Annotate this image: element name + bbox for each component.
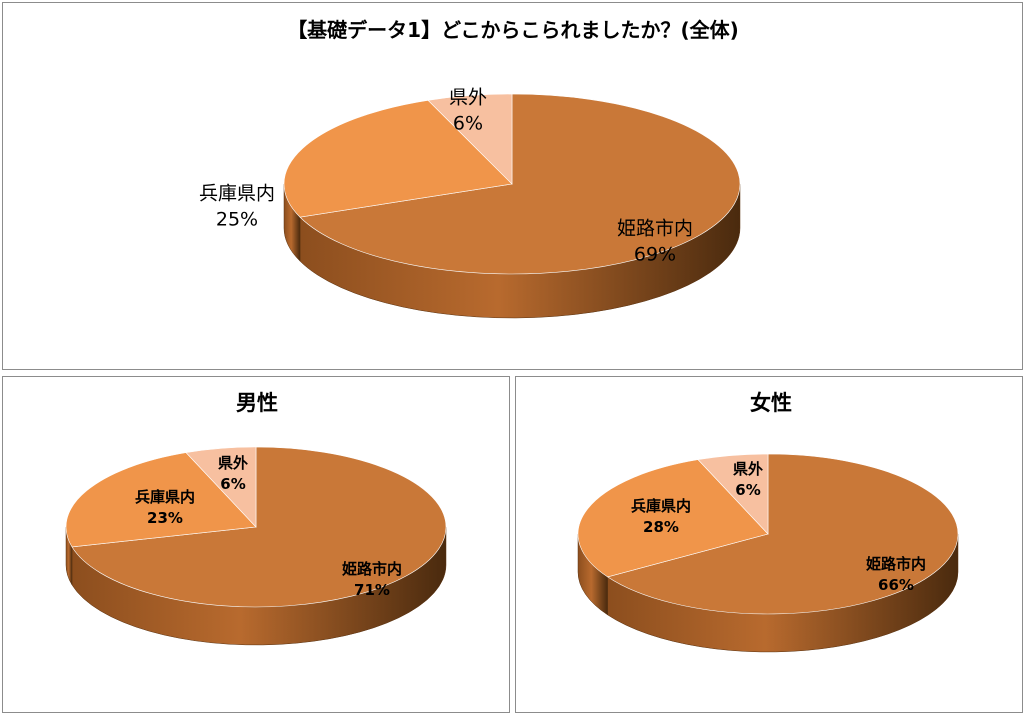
slice-label-hyogo: 兵庫県内 [631, 497, 691, 515]
slice-value-himeji: 69% [634, 244, 676, 266]
pie-chart-overall: 【基礎データ1】どこからこられましたか？(全体) 姫路市内 69% 兵庫県内 25% 県… [199, 18, 741, 319]
chart-title: 【基礎データ1】どこからこられましたか？(全体) [287, 18, 739, 42]
pie-chart-female: 女性 姫路市内 66% 兵庫県内 28% 県外 6% [577, 391, 959, 653]
pie-slice-hyogo [577, 459, 769, 578]
pie-slice-outside [427, 93, 513, 185]
pie-slice-hyogo [65, 452, 257, 548]
slice-value-outside: 6% [220, 475, 245, 493]
slice-label-himeji: 姫路市内 [617, 217, 693, 239]
pie-slice-outside [697, 453, 769, 535]
slice-value-himeji: 66% [878, 576, 914, 594]
slice-label-outside: 県外 [449, 86, 487, 108]
slice-value-himeji: 71% [354, 581, 390, 599]
slice-label-himeji: 姫路市内 [866, 555, 926, 573]
chart-title: 男性 [236, 391, 278, 415]
slice-label-himeji: 姫路市内 [342, 560, 402, 578]
slice-value-hyogo: 23% [147, 509, 183, 527]
chart-panel-female: 女性 姫路市内 66% 兵庫県内 28% 県外 6% [515, 376, 1023, 713]
pie-slice-hyogo [283, 100, 513, 218]
slice-label-hyogo: 兵庫県内 [199, 182, 275, 204]
chart-panel-overall: 【基礎データ1】どこからこられましたか？(全体) 姫路市内 69% 兵庫県内 25% 県… [2, 2, 1023, 370]
slice-value-hyogo: 28% [643, 518, 679, 536]
chart-panel-male: 男性 姫路市内 71% 兵庫県内 23% 県外 6% [2, 376, 510, 713]
slice-value-outside: 6% [453, 113, 483, 135]
pie-slice-himeji [71, 446, 447, 608]
slice-label-outside: 県外 [733, 460, 763, 478]
pie-slice-outside [185, 446, 257, 528]
slice-label-outside: 県外 [218, 454, 248, 472]
pie-slice-himeji [299, 93, 741, 275]
pie-slice-himeji [606, 453, 959, 615]
chart-title: 女性 [750, 391, 792, 415]
pie-chart-male: 男性 姫路市内 71% 兵庫県内 23% 県外 6% [65, 391, 447, 646]
slice-value-hyogo: 25% [216, 209, 258, 231]
slice-label-hyogo: 兵庫県内 [135, 488, 195, 506]
slice-value-outside: 6% [735, 481, 760, 499]
